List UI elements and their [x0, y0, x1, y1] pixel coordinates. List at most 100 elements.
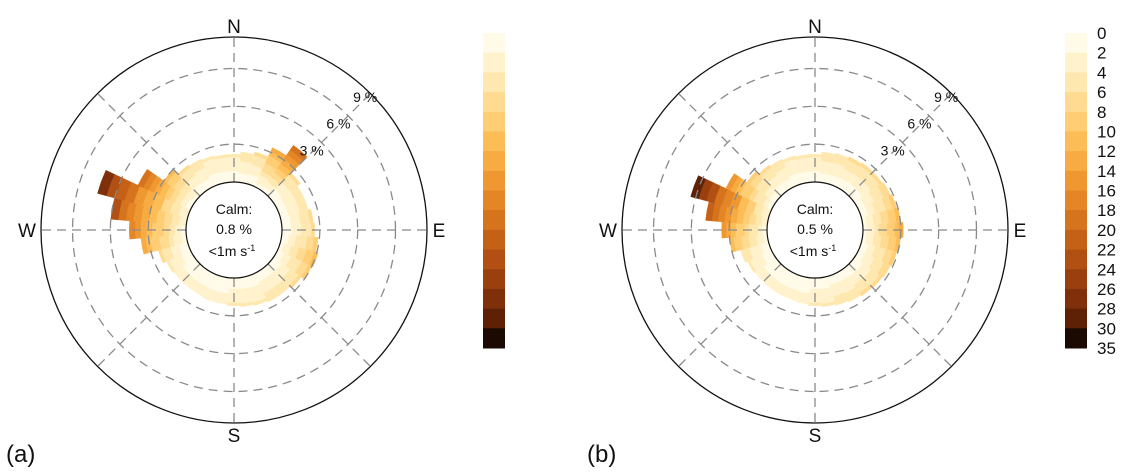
colorbar-tick-24: 24 [1097, 260, 1116, 279]
colorbar-cell-28 [483, 308, 505, 329]
wind-wedge-40-band-9 [289, 144, 308, 162]
ring-label-3-a: 3 % [300, 142, 324, 158]
colorbar-cell-14 [483, 170, 505, 191]
colorbar-cell-20 [483, 229, 505, 251]
calm-unit-b: <1m s-1 [790, 243, 837, 259]
colorbar-tick-30: 30 [1097, 319, 1116, 338]
spoke-315 [678, 93, 782, 197]
wind-wedge-150-band-9 [847, 292, 861, 303]
colorbar-tick-0: 0 [1097, 24, 1106, 43]
direction-w-b: W [599, 221, 617, 242]
wind-wedge-340-band-9 [201, 155, 216, 164]
spoke-225 [97, 263, 201, 367]
wind-wedge-270-band-2 [753, 224, 759, 236]
ring-label-6-b: 6 % [907, 116, 931, 132]
colorbar-cell-24 [1065, 269, 1087, 290]
colorbar-tick-14: 14 [1097, 162, 1116, 181]
colorbar-cells-b [1065, 33, 1087, 349]
direction-s-b: S [809, 426, 822, 447]
outer-circle-b [621, 36, 1009, 424]
ring-label-9-a: 9 % [353, 89, 377, 105]
colorbar-cell-0 [1065, 33, 1087, 54]
wind-rose-panel-a: Calm: 0.8 % <1m s-1 3 % 6 % 9 % N E S W … [6, 17, 445, 468]
colorbar-tick-10: 10 [1097, 122, 1116, 141]
wind-wedge-180-band-4 [809, 288, 821, 293]
wind-wedge-140-band-9 [859, 284, 873, 297]
colorbar-cell-2 [483, 52, 505, 73]
colorbar-cell-22 [1065, 249, 1087, 270]
colorbar-tick-6: 6 [1097, 83, 1106, 102]
wind-wedge-320-band-9 [177, 164, 191, 177]
calm-unit-text-b: <1m s [790, 243, 829, 259]
colorbar-cell-2 [1065, 52, 1087, 73]
calm-unit-sup-b: -1 [828, 243, 836, 253]
wind-wedge-110-band-9 [888, 250, 897, 267]
wind-wedge-200-band-9 [202, 294, 216, 303]
colorbar-cell-0 [483, 33, 505, 54]
colorbar-cell-12 [1065, 151, 1087, 172]
colorbar-cell-6 [1065, 92, 1087, 113]
spoke-225 [678, 263, 782, 367]
panel-label-b: (b) [587, 441, 616, 468]
panel-label-a: (a) [6, 441, 35, 468]
calm-value-b: 0.5 % [797, 221, 833, 237]
colorbar-cell-6 [483, 92, 505, 113]
direction-s-a: S [228, 426, 241, 447]
calm-value-a: 0.8 % [216, 221, 252, 237]
spoke-315 [97, 93, 201, 197]
colorbar-tick-22: 22 [1097, 241, 1116, 260]
ring-label-6-a: 6 % [326, 116, 350, 132]
wind-wedge-180-band-4 [228, 288, 240, 293]
wind-wedge-170-band-9 [821, 301, 836, 307]
colorbar-tick-4: 4 [1097, 63, 1106, 82]
wind-wedge-270-band-7 [140, 221, 147, 239]
colorbar-cell-16 [1065, 190, 1087, 211]
colorbar-cell-8 [483, 111, 505, 132]
spoke-45 [848, 93, 952, 197]
wind-wedge-90-band-6 [886, 223, 892, 237]
colorbar-cell-24 [483, 269, 505, 290]
wind-wedge-290-band-9 [97, 170, 115, 197]
calm-circle-b [766, 181, 864, 279]
colorbar-tick-26: 26 [1097, 280, 1116, 299]
direction-w-a: W [18, 221, 36, 242]
ring-label-3-b: 3 % [881, 142, 905, 158]
wind-wedge-120-band-9 [880, 263, 891, 279]
spokes-b [622, 37, 1008, 423]
wind-wedge-330-band-9 [188, 158, 203, 169]
outer-circle-a [40, 36, 428, 424]
wind-wedge-180-band-9 [227, 302, 241, 306]
wind-wedge-160-band-9 [834, 297, 849, 306]
colorbar-cell-28 [1065, 308, 1087, 329]
wind-wedge-160-band-9 [253, 297, 268, 306]
colorbar-cell-8 [1065, 111, 1087, 132]
wind-wedge-190-band-9 [795, 299, 809, 305]
colorbar-cell-18 [483, 210, 505, 231]
direction-n-b: N [808, 17, 822, 38]
wind-wedge-350-band-9 [795, 154, 809, 160]
ring-label-9-b: 9 % [934, 89, 958, 105]
calm-circle-a [185, 181, 283, 279]
colorbar-cell-30 [483, 328, 505, 349]
wind-wedge-300-band-9 [725, 173, 739, 191]
wind-wedge-0-band-4 [809, 167, 821, 172]
colorbar-cell-30 [1065, 328, 1087, 349]
colorbar-cell-18 [1065, 210, 1087, 231]
spokes-a [41, 37, 427, 423]
wind-wedge-90-band-8 [307, 223, 312, 237]
colorbar-cell-12 [483, 151, 505, 172]
wind-wedge-180-band-9 [808, 302, 822, 306]
colorbar-tick-8: 8 [1097, 103, 1106, 122]
direction-e-b: E [1014, 221, 1027, 242]
colorbar-tick-12: 12 [1097, 142, 1116, 161]
wind-rose-panel-b: Calm: 0.5 % <1m s-1 3 % 6 % 9 % N E S W … [587, 17, 1026, 468]
colorbar-tick-35: 35 [1097, 339, 1116, 358]
wind-wedge-340-band-9 [782, 155, 797, 164]
colorbar-cell-4 [1065, 72, 1087, 93]
colorbar-tick-18: 18 [1097, 201, 1116, 220]
colorbar-cell-10 [483, 131, 505, 152]
wind-wedge-150-band-9 [266, 292, 280, 303]
spoke-135 [267, 263, 371, 367]
wind-rose-wedges-a [97, 144, 319, 307]
